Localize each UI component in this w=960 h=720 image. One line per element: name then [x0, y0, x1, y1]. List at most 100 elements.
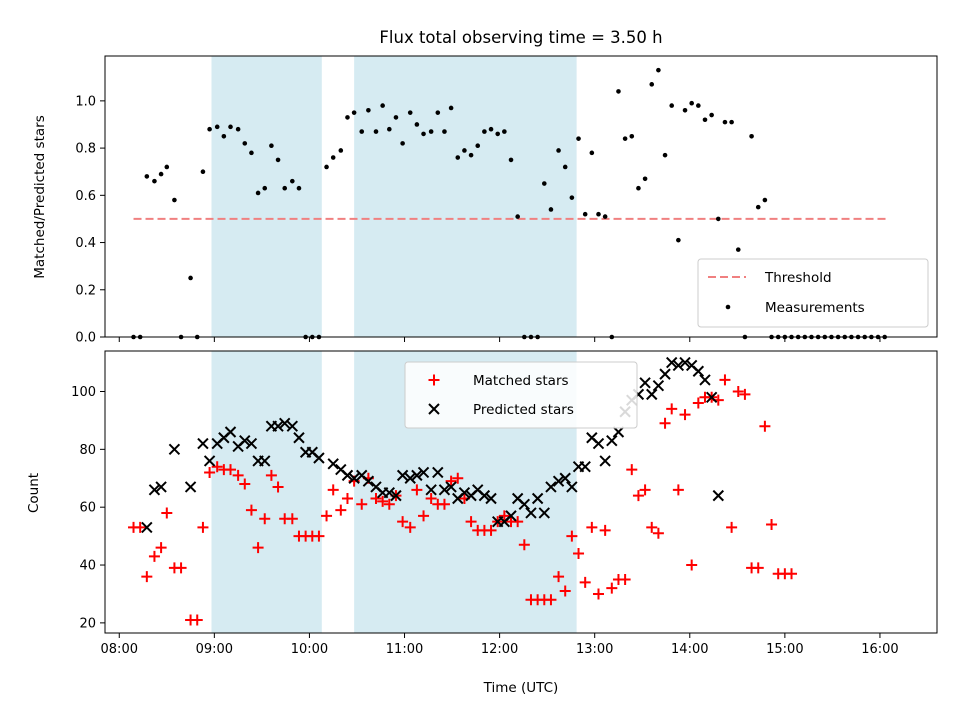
matched-star-point [377, 495, 389, 507]
measurement-point [455, 155, 461, 160]
matched-star-point [335, 504, 347, 516]
measurement-point [200, 169, 206, 175]
matched-star-point [141, 571, 153, 583]
legend-measurement-swatch [725, 304, 731, 310]
measurement-point [345, 115, 350, 120]
matched-star-point [545, 594, 557, 606]
predicted-star-point [606, 434, 618, 447]
measurement-point [495, 131, 501, 137]
matched-star-point [732, 385, 744, 397]
matched-star-point [632, 490, 644, 502]
matched-star-point [786, 568, 798, 580]
measurement-point [262, 185, 268, 191]
legend-matched-swatch [428, 374, 440, 386]
predicted-star-point [672, 359, 685, 372]
matched-star-point [211, 461, 223, 473]
measurement-point [762, 197, 768, 203]
predicted-star-point [545, 481, 557, 493]
predicted-star-point [692, 365, 705, 377]
matched-star-point [679, 409, 691, 421]
matched-star-point [646, 521, 658, 533]
ratio-y-tick-label: 0.6 [75, 189, 96, 204]
ratio-y-tick-label: 0.8 [75, 142, 96, 157]
predicted-star-point [579, 460, 591, 473]
matched-star-point [225, 464, 237, 476]
matched-star-point [313, 530, 325, 542]
count-y-axis-label: Count [26, 473, 42, 513]
matched-star-point [518, 539, 530, 551]
predicted-star-point [699, 374, 711, 386]
matched-star-point [586, 521, 598, 533]
predicted-star-point [184, 481, 197, 493]
predicted-star-point [390, 489, 402, 502]
measurement-point [442, 129, 447, 134]
predicted-star-point [155, 481, 167, 493]
count-y-tick-label: 40 [79, 559, 96, 574]
matched-star-point [191, 614, 203, 626]
matched-star-point [659, 417, 671, 429]
matched-star-point [672, 484, 684, 496]
matched-star-point [666, 403, 678, 415]
predicted-star-point [383, 487, 396, 499]
measurement-point [359, 129, 365, 134]
count-panel: 08:00 09:00 10:00 11:00 12:00 13:00 14:00 15:00… [26, 350, 938, 696]
measurement-point [502, 129, 507, 134]
matched-star-point [134, 521, 146, 533]
predicted-star-point [168, 443, 181, 456]
measurement-point [235, 126, 241, 132]
matched-star-point [411, 484, 423, 496]
matched-star-point [232, 469, 244, 481]
matched-star-point [239, 478, 251, 490]
count-y-tick-label: 100 [71, 385, 96, 400]
measurement-point [642, 176, 648, 182]
predicted-star-point [538, 507, 551, 519]
measurement-point [407, 110, 413, 115]
measurement-point [373, 129, 379, 134]
measurement-point [556, 148, 561, 153]
matched-star-point [321, 510, 333, 522]
matched-star-point [626, 464, 638, 476]
matched-star-point [726, 521, 738, 533]
matched-star-point [286, 513, 298, 525]
predicted-star-point [432, 466, 444, 479]
matched-star-point [383, 498, 395, 510]
ratio-shaded-interval [211, 56, 322, 337]
measurement-point [172, 197, 177, 203]
measurement-point [669, 103, 675, 108]
x-tick-label: 11:00 [386, 642, 423, 657]
predicted-star-point [293, 432, 305, 444]
measurement-point [428, 129, 434, 134]
matched-star-point [652, 527, 664, 539]
matched-star-point [498, 510, 510, 522]
measurement-point [508, 157, 514, 163]
measurement-point [482, 129, 487, 134]
matched-star-point [766, 519, 778, 531]
predicted-star-point [148, 484, 161, 496]
predicted-star-point [197, 437, 209, 450]
ratio-panel: 0.0 0.2 0.4 0.6 0.8 1.0 Matched/Predicted sta… [32, 55, 938, 346]
measurement-point [330, 155, 336, 160]
ratio-y-tick-label: 1.0 [75, 94, 96, 109]
measurement-point [716, 216, 721, 222]
measurement-point [380, 103, 385, 108]
predicted-star-point [279, 417, 291, 430]
measurement-point [249, 150, 254, 156]
predicted-star-point [411, 469, 423, 482]
measurement-point [296, 185, 302, 191]
measurement-point [589, 150, 595, 156]
measurement-point [421, 131, 426, 137]
predicted-star-point [659, 368, 671, 380]
matched-star-point [512, 516, 524, 528]
matched-star-point [397, 516, 409, 528]
x-tick-label: 12:00 [481, 642, 518, 657]
measurement-point [269, 143, 274, 149]
predicted-star-point [272, 420, 284, 432]
count-y-tick-label: 60 [79, 501, 96, 516]
measurement-point [164, 164, 170, 170]
matched-star-point [739, 388, 751, 400]
x-tick-label: 08:00 [101, 642, 138, 657]
matched-star-point [327, 484, 339, 496]
matched-star-point [438, 498, 450, 510]
measurement-point [242, 141, 248, 146]
